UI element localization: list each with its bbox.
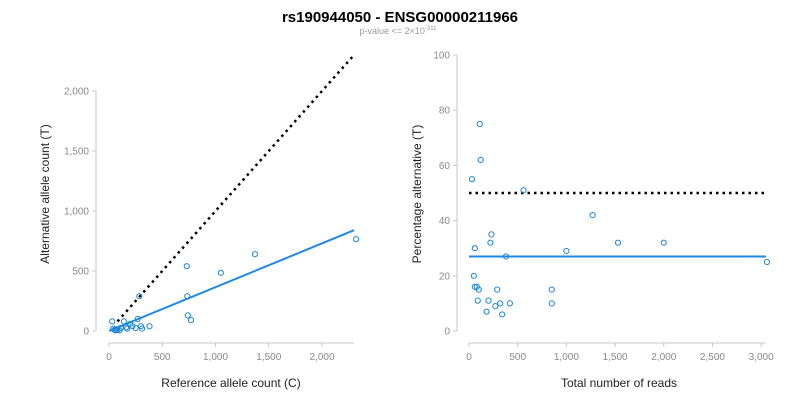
left-data-point xyxy=(184,312,191,319)
right-data-point xyxy=(520,187,527,194)
left-reference-line xyxy=(116,54,355,323)
right-data-point xyxy=(470,272,477,279)
left-points xyxy=(109,236,360,334)
left-y-axis-label: Alternative allele count (T) xyxy=(38,124,52,263)
left-y-tick-label: 2,000 xyxy=(64,87,89,98)
left-data-point xyxy=(187,317,195,324)
right-data-point xyxy=(548,286,555,293)
left-data-point xyxy=(120,318,128,325)
right-data-point xyxy=(548,300,555,307)
right-data-point xyxy=(614,239,622,246)
right-lines xyxy=(469,191,766,258)
left-fit-line xyxy=(108,229,355,332)
right-data-point xyxy=(497,300,504,307)
right-data-point xyxy=(485,297,492,304)
right-data-point xyxy=(468,176,476,183)
left-data-point xyxy=(134,315,141,323)
left-data-point xyxy=(251,251,259,258)
right-ticks: 0 500 1,000 1,500 2,000 2,500 3,000 0 20 40 60 80 10… xyxy=(433,51,774,364)
right-data-point xyxy=(499,311,506,318)
right-data-point xyxy=(475,286,482,293)
left-y-tick-label: 1,000 xyxy=(64,207,89,218)
right-data-point xyxy=(492,303,499,310)
left-data-point xyxy=(136,293,143,300)
right-data-point xyxy=(506,300,513,307)
right-y-axis-label: Percentage alternative (T) xyxy=(410,125,424,264)
right-x-tick-label: 0 xyxy=(466,352,472,363)
left-x-axis-label: Reference allele count (C) xyxy=(161,376,300,390)
left-plot: 0 500 1,000 1,500 2,000 0 500 1,000 1,500 2,000 R… xyxy=(38,54,360,390)
right-x-tick-label: 1,500 xyxy=(603,352,628,363)
left-data-point xyxy=(109,318,116,325)
right-data-point xyxy=(477,156,484,163)
left-lines xyxy=(108,54,355,332)
right-y-tick-label: 20 xyxy=(439,271,451,282)
left-data-point xyxy=(129,323,136,330)
right-data-point xyxy=(502,253,510,260)
right-y-tick-label: 0 xyxy=(444,327,450,338)
left-x-tick-label: 1,000 xyxy=(203,352,228,363)
left-data-point xyxy=(122,324,130,331)
right-plot: 0 500 1,000 1,500 2,000 2,500 3,000 0 20 40 60 80 10… xyxy=(410,51,774,391)
right-x-axis-label: Total number of reads xyxy=(561,376,677,390)
left-data-point xyxy=(184,293,191,300)
right-y-tick-label: 100 xyxy=(433,51,450,62)
right-y-tick-label: 80 xyxy=(439,106,451,117)
subtitle-exponent: -311 xyxy=(425,26,437,32)
right-data-point xyxy=(494,286,501,293)
right-y-tick-label: 60 xyxy=(439,161,451,172)
right-data-point xyxy=(483,308,490,315)
right-x-tick-label: 2,500 xyxy=(700,352,725,363)
chart-title: rs190944050 - ENSG00000211966 xyxy=(282,9,518,26)
left-ticks: 0 500 1,000 1,500 2,000 0 500 1,000 1,500 2,000 xyxy=(64,87,335,364)
left-x-tick-label: 500 xyxy=(154,352,171,363)
right-x-tick-label: 2,000 xyxy=(651,352,676,363)
left-data-point xyxy=(124,325,131,332)
right-data-point xyxy=(589,211,596,219)
right-x-tick-label: 500 xyxy=(509,352,526,363)
left-data-point xyxy=(183,263,190,270)
right-x-tick-label: 3,000 xyxy=(749,352,774,363)
left-y-tick-label: 1,500 xyxy=(64,147,89,158)
left-y-tick-label: 500 xyxy=(72,267,89,278)
left-data-point xyxy=(132,324,139,332)
right-data-point xyxy=(471,245,478,252)
left-y-tick-label: 0 xyxy=(83,327,89,338)
chart-subtitle: p-value <= 2×10-311 xyxy=(360,26,438,36)
right-data-point xyxy=(474,297,481,304)
right-data-point xyxy=(563,247,570,255)
left-data-point xyxy=(138,325,146,332)
left-x-tick-label: 0 xyxy=(106,352,112,363)
left-x-tick-label: 1,500 xyxy=(256,352,281,363)
subtitle-prefix: p-value <= 2×10 xyxy=(360,26,425,36)
right-points xyxy=(468,120,771,318)
right-data-point xyxy=(488,231,495,238)
right-data-point xyxy=(487,239,494,246)
right-x-tick-label: 1,000 xyxy=(554,352,579,363)
right-data-point xyxy=(476,120,483,128)
left-data-point xyxy=(353,236,360,243)
right-data-point xyxy=(660,239,667,246)
left-x-tick-label: 2,000 xyxy=(310,352,335,363)
right-data-point xyxy=(763,258,771,266)
left-data-point xyxy=(217,269,224,276)
right-y-tick-label: 40 xyxy=(439,216,451,227)
left-data-point xyxy=(146,323,153,330)
